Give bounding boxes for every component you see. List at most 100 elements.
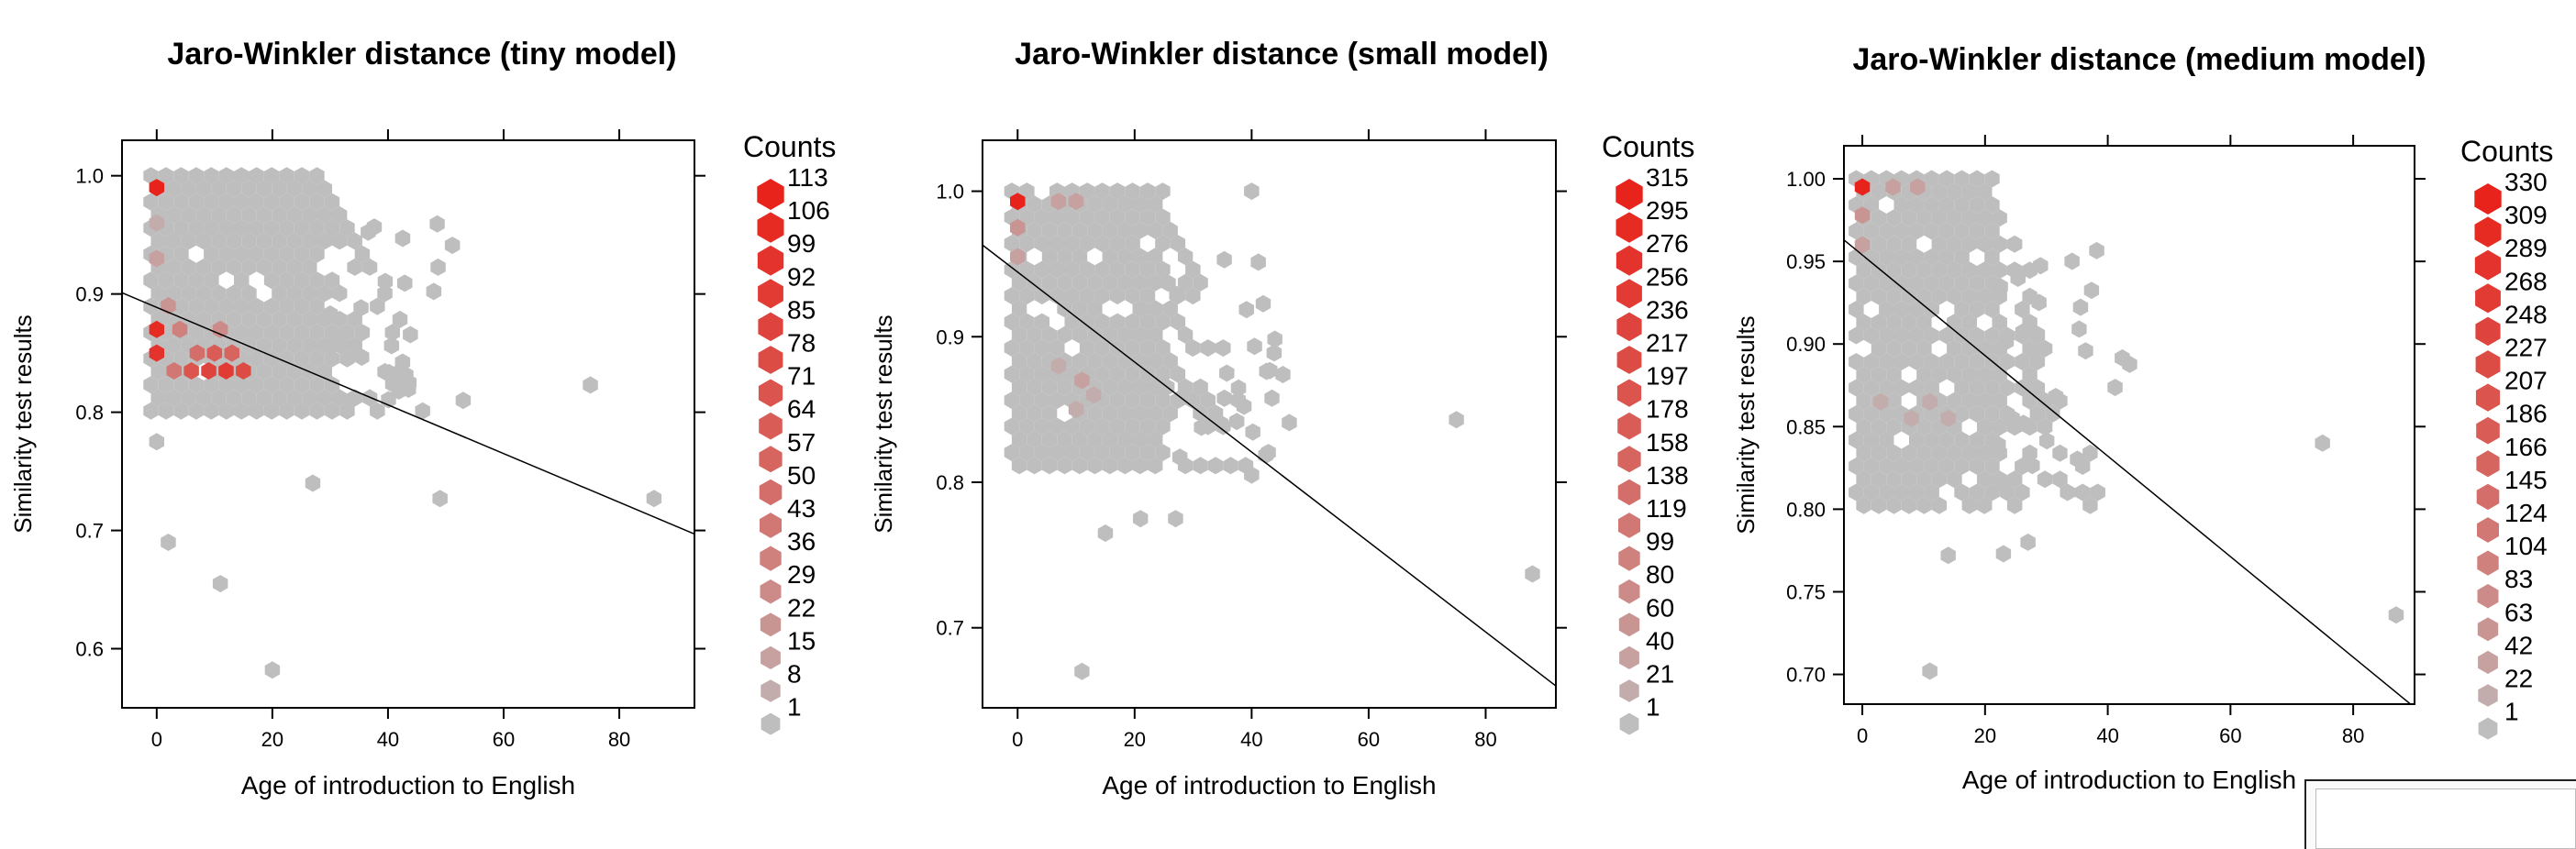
hexbin-cell: [1148, 300, 1163, 318]
hexbin-cell: [1954, 170, 1970, 188]
hexbin-cell: [1856, 391, 1871, 410]
hexbin-cell: [1993, 278, 2008, 296]
legend-label: 8: [787, 660, 802, 689]
hexbin-cell: [1019, 182, 1035, 201]
hexbin-cell: [1087, 404, 1103, 423]
hexbin-cell: [1924, 483, 1939, 502]
hexbin-cell: [204, 376, 219, 394]
hexbin-cell: [211, 258, 227, 276]
hexbin-cell: [1177, 325, 1194, 344]
hexbin-cell: [1267, 330, 1282, 348]
hexbin-cell: [302, 336, 317, 355]
hexbin-cell: [1057, 273, 1072, 292]
hexbin-point: [201, 362, 217, 380]
hexbin-cell: [370, 297, 385, 315]
hexbin-cell: [1162, 404, 1178, 423]
legend-label: 21: [1646, 660, 1674, 689]
hexbin-cell: [2015, 353, 2030, 370]
hexbin-cell: [150, 362, 166, 380]
legend-label: 138: [1646, 461, 1689, 490]
hexbin-cell: [1916, 418, 1932, 436]
legend-swatch: [1618, 612, 1640, 637]
hexbin-cell: [241, 310, 257, 328]
hexbin-cell: [272, 284, 287, 303]
hexbin-cell: [2006, 235, 2023, 253]
thumbnail-preview[interactable]: [2304, 779, 2576, 849]
hexbin-cell: [354, 245, 371, 263]
hexbin-cell: [2037, 470, 2053, 489]
hexbin-cell: [234, 376, 250, 394]
hexbin-cell: [2082, 444, 2098, 462]
hexbin-cell: [150, 389, 166, 407]
hexbin-cell: [1969, 353, 1985, 370]
hexbin-cell: [1916, 444, 1932, 462]
hexbin-cell: [1916, 366, 1932, 384]
legend-swatch: [1618, 513, 1640, 538]
y-tick-label: 0.7: [936, 617, 964, 640]
hexbin-cell: [1034, 313, 1049, 331]
legend-swatch: [761, 645, 781, 669]
hexbin-cell: [1019, 235, 1035, 253]
hexbin-cell: [256, 336, 272, 355]
hexbin-point: [1885, 178, 1901, 196]
y-tick-label: 0.6: [75, 638, 104, 661]
legend-label: 85: [787, 295, 816, 324]
hexbin-cell: [1094, 235, 1110, 253]
legend-label: 22: [2504, 665, 2533, 693]
hexbin-cell: [234, 193, 250, 211]
legend-label: 295: [1646, 196, 1689, 225]
legend-label: 276: [1646, 229, 1689, 258]
hexbin-cell: [1886, 339, 1902, 358]
legend-swatch: [757, 179, 784, 210]
hexbin-cell: [173, 402, 189, 420]
hexbin-cell: [195, 310, 212, 328]
hexbin-cell: [2072, 298, 2089, 316]
hexbin-cell: [1125, 391, 1140, 410]
hexbin-cell: [1871, 496, 1887, 514]
hexbin-cell: [1019, 287, 1035, 305]
hexbin-point: [1244, 466, 1260, 484]
hexbin-cell: [1027, 352, 1042, 370]
y-tick-label: 0.8: [936, 471, 964, 494]
hexbin-cell: [256, 232, 272, 250]
hexbin-cell: [1034, 287, 1049, 305]
legend-label: 248: [2504, 300, 2548, 328]
hexbin-point: [1068, 401, 1084, 419]
hexbin-cell: [309, 297, 325, 315]
hexbin-cell: [1117, 248, 1133, 266]
hexbin-cell: [1863, 483, 1880, 502]
hexbin-cell: [1109, 235, 1126, 253]
hexbin-cell: [1041, 457, 1058, 475]
hexbin-cell: [302, 258, 317, 276]
hexbin-cell: [1019, 260, 1035, 279]
hexbin-cell: [322, 305, 339, 323]
hexbin-cell: [143, 297, 159, 315]
hexbin-cell: [1079, 339, 1095, 358]
hexbin-point: [1010, 218, 1026, 237]
legend-swatch: [758, 279, 783, 309]
hexbin-cell: [2015, 323, 2031, 341]
hexbin-cell: [370, 402, 385, 420]
legend-label: 217: [1646, 329, 1689, 358]
hexbin-cell: [324, 193, 340, 211]
x-tick-label: 80: [2342, 724, 2364, 747]
hexbin-cell: [226, 389, 242, 407]
trend-line: [122, 292, 694, 535]
hexbin-cell: [1871, 235, 1887, 253]
hexbin-cell: [294, 324, 310, 342]
hexbin-cell: [195, 389, 212, 407]
hexbin-cell: [166, 336, 182, 355]
hexbin-cell: [394, 353, 411, 371]
hexbin-cell: [249, 376, 264, 394]
hexbin-point: [264, 661, 281, 679]
legend-swatch: [1618, 579, 1640, 604]
hexbin-cell: [1984, 170, 2000, 188]
hexbin-cell: [1011, 404, 1027, 423]
legend-swatch: [759, 412, 783, 440]
legend-label: 80: [1646, 560, 1674, 589]
hexbin-cell: [309, 324, 325, 342]
legend-label: 99: [1646, 527, 1674, 556]
hexbin-cell: [1961, 444, 1977, 462]
hexbin-cell: [294, 297, 310, 315]
hexbin-cell: [279, 402, 294, 420]
